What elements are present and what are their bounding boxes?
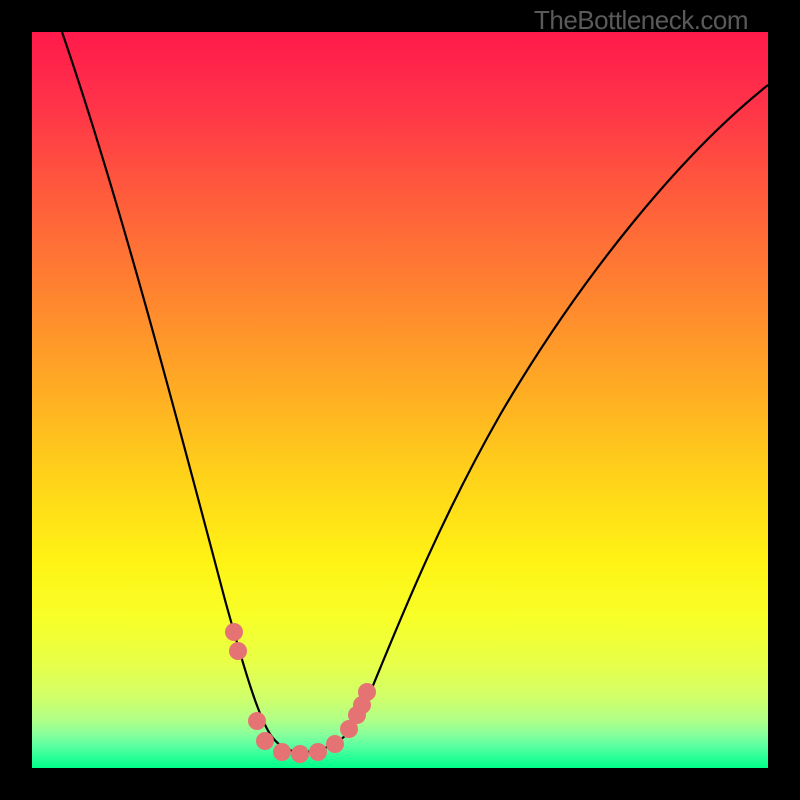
watermark-text: TheBottleneck.com	[534, 5, 748, 36]
curve-marker	[256, 732, 274, 750]
chart-frame	[0, 0, 800, 800]
curve-marker	[273, 743, 291, 761]
curve-marker	[358, 683, 376, 701]
bottleneck-curve	[62, 32, 768, 752]
curve-marker	[248, 712, 266, 730]
curve-marker	[229, 642, 247, 660]
curve-marker	[309, 743, 327, 761]
chart-svg	[0, 0, 800, 800]
curve-marker	[326, 735, 344, 753]
curve-marker	[225, 623, 243, 641]
marker-group	[225, 623, 376, 763]
curve-marker	[291, 745, 309, 763]
